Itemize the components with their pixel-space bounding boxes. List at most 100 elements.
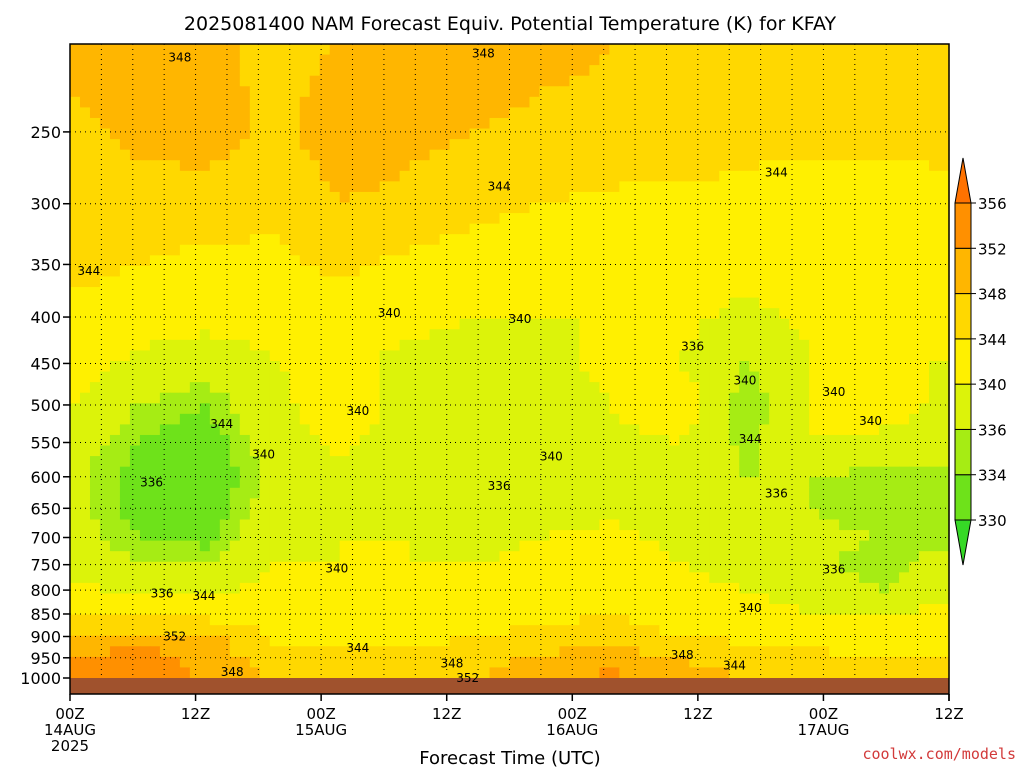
field-cell: [219, 181, 231, 193]
field-cell: [859, 519, 870, 531]
field-cell: [329, 582, 341, 595]
field-cell: [599, 487, 610, 499]
field-cell: [859, 413, 870, 425]
field-cell: [99, 54, 111, 66]
field-cell: [529, 561, 541, 573]
field-cell: [159, 318, 171, 330]
field-cell: [419, 117, 431, 130]
field-cell: [939, 519, 950, 531]
field-cell: [849, 65, 860, 77]
field-cell: [669, 139, 680, 151]
field-cell: [289, 434, 301, 447]
field-cell: [889, 139, 900, 151]
field-cell: [149, 445, 161, 457]
field-cell: [679, 44, 690, 56]
field-cell: [539, 65, 551, 77]
field-cell: [879, 530, 890, 542]
field-cell: [179, 287, 191, 299]
field-cell: [829, 44, 840, 56]
field-cell: [119, 44, 131, 56]
field-cell: [319, 297, 331, 309]
field-cell: [449, 234, 461, 246]
field-cell: [289, 604, 301, 616]
field-cell: [99, 255, 111, 267]
field-cell: [679, 170, 690, 182]
field-cell: [789, 498, 800, 510]
field-cell: [119, 635, 131, 647]
field-cell: [779, 96, 790, 108]
field-cell: [769, 128, 780, 140]
field-cell: [659, 635, 670, 647]
field-cell: [579, 361, 591, 373]
field-cell: [229, 117, 241, 130]
field-cell: [879, 297, 890, 309]
field-cell: [689, 477, 700, 489]
field-cell: [369, 392, 381, 404]
field-cell: [329, 530, 341, 542]
field-cell: [829, 477, 840, 489]
field-cell: [379, 75, 391, 87]
field-cell: [679, 635, 690, 647]
field-cell: [369, 117, 381, 130]
field-cell: [70, 265, 81, 278]
field-cell: [99, 329, 111, 341]
field-cell: [429, 234, 441, 246]
field-cell: [939, 572, 950, 584]
field-cell: [529, 329, 541, 341]
field-cell: [249, 413, 261, 425]
field-cell: [919, 593, 930, 605]
field-cell: [419, 318, 431, 330]
field-cell: [379, 86, 391, 98]
field-cell: [329, 434, 341, 447]
field-cell: [369, 139, 381, 151]
field-cell: [229, 318, 241, 330]
field-cell: [219, 350, 231, 362]
field-cell: [409, 530, 421, 542]
field-cell: [569, 361, 581, 373]
field-cell: [249, 593, 261, 605]
field-cell: [689, 392, 700, 404]
field-cell: [739, 86, 750, 98]
field-cell: [919, 287, 930, 299]
field-cell: [839, 318, 850, 330]
field-cell: [709, 498, 720, 510]
field-cell: [239, 614, 251, 626]
field-cell: [159, 561, 171, 573]
field-cell: [889, 107, 900, 119]
field-cell: [529, 413, 541, 425]
field-cell: [669, 487, 680, 499]
field-cell: [109, 44, 121, 56]
field-cell: [269, 75, 281, 87]
field-cell: [739, 434, 750, 447]
field-cell: [599, 508, 610, 521]
field-cell: [679, 202, 690, 214]
field-cell: [829, 561, 840, 573]
field-cell: [169, 160, 181, 172]
field-cell: [909, 572, 920, 584]
field-cell: [479, 191, 491, 204]
field-cell: [329, 445, 341, 457]
field-cell: [249, 445, 261, 457]
field-cell: [339, 530, 351, 542]
field-cell: [429, 508, 441, 521]
field-cell: [479, 244, 491, 256]
field-cell: [489, 75, 501, 87]
field-cell: [699, 508, 710, 521]
field-cell: [759, 604, 770, 616]
field-cell: [789, 625, 800, 637]
field-cell: [229, 265, 241, 278]
field-cell: [489, 604, 501, 616]
field-cell: [869, 456, 880, 468]
field-cell: [619, 181, 630, 193]
field-cell: [519, 213, 531, 225]
field-cell: [929, 519, 940, 531]
field-cell: [119, 297, 131, 309]
field-cell: [309, 44, 321, 56]
field-cell: [309, 86, 321, 98]
field-cell: [729, 635, 740, 647]
field-cell: [70, 519, 81, 531]
field-cell: [489, 297, 501, 309]
field-cell: [649, 96, 660, 108]
field-cell: [619, 477, 630, 489]
field-cell: [659, 614, 670, 626]
